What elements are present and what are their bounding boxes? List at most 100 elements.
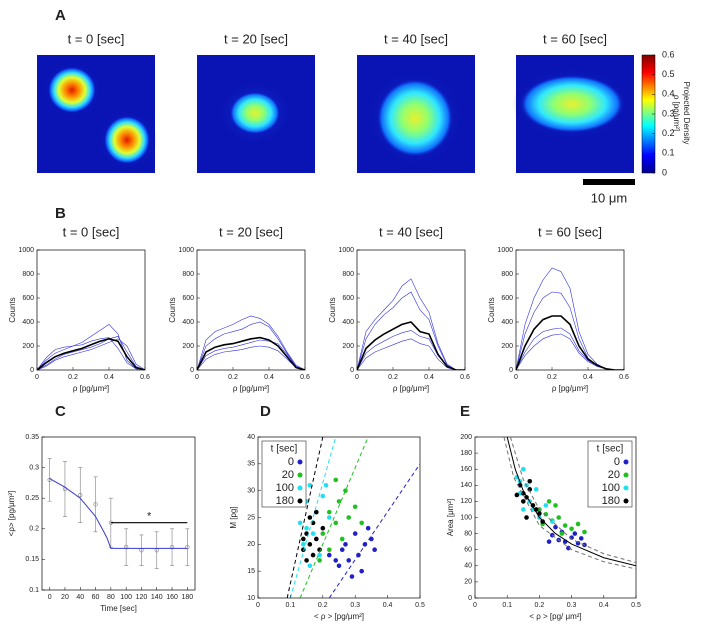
panel-label: E — [460, 403, 470, 420]
y-tick-label: 80 — [464, 530, 472, 537]
x-tick-label: 80 — [107, 594, 115, 601]
axes-frame — [356, 249, 466, 371]
significance-label: * — [147, 511, 152, 523]
data-point — [336, 499, 342, 504]
x-tick-label: 140 — [151, 594, 163, 601]
x-axis-label: ρ [pg/μm²] — [73, 384, 109, 393]
data-point — [559, 531, 565, 536]
series-line — [37, 338, 145, 370]
y-tick-label: 0.25 — [25, 495, 39, 502]
y-tick-label: 600 — [501, 295, 513, 302]
panel-label: C — [55, 403, 66, 420]
legend-swatch — [623, 485, 629, 491]
x-tick-label: 180 — [182, 594, 194, 601]
y-tick-label: 20 — [247, 541, 255, 548]
x-tick-label: 0.6 — [619, 374, 629, 381]
data-point — [339, 547, 345, 552]
colorbar-tick-label: 0.4 — [662, 89, 675, 99]
data-point — [297, 520, 303, 526]
y-tick-label: 0 — [468, 595, 472, 602]
data-point — [562, 523, 568, 528]
legend-swatch — [297, 459, 303, 465]
plot-area — [37, 324, 145, 370]
chart-title: t = 60 [sec] — [538, 224, 602, 239]
y-tick-label: 60 — [464, 547, 472, 554]
y-axis-label: Counts — [328, 297, 337, 322]
y-tick-label: 0.35 — [25, 434, 39, 441]
data-point — [524, 515, 529, 520]
legend-swatch — [623, 459, 629, 465]
y-tick-label: 400 — [501, 319, 513, 326]
legend-swatch — [297, 485, 303, 491]
x-tick-label: 0.4 — [424, 374, 434, 381]
x-tick-label: 0.5 — [415, 602, 425, 609]
data-point — [527, 478, 533, 484]
y-tick-label: 40 — [247, 434, 255, 441]
data-point — [543, 503, 549, 508]
x-tick-label: 0.4 — [264, 374, 274, 381]
plot-area — [503, 437, 636, 570]
density-image — [512, 55, 634, 173]
y-axis-label: Counts — [168, 297, 177, 322]
x-tick-label: 0.4 — [383, 602, 393, 609]
series-line — [37, 324, 145, 370]
data-point — [320, 531, 326, 536]
data-point — [301, 542, 306, 547]
data-point — [333, 520, 339, 526]
data-point — [320, 525, 326, 531]
plot-area — [197, 315, 305, 370]
legend-swatch — [623, 472, 629, 478]
x-tick-label: 20 — [61, 594, 69, 601]
image-title: t = 60 [sec] — [543, 31, 607, 46]
data-point — [365, 525, 371, 531]
data-point — [317, 547, 322, 552]
data-point — [372, 547, 377, 552]
series-line — [197, 345, 305, 370]
y-tick-label: 100 — [460, 514, 472, 521]
data-point — [314, 536, 319, 542]
y-tick-label: 600 — [182, 295, 194, 302]
x-tick-label: 0.1 — [286, 602, 296, 609]
colorbar-tick-label: 0.1 — [662, 148, 675, 158]
axes-frame — [196, 249, 306, 371]
data-point — [169, 545, 175, 550]
x-tick-label: 0.6 — [460, 374, 470, 381]
series-line — [197, 321, 305, 370]
colorbar-tick-label: 0.3 — [662, 108, 675, 118]
y-tick-label: 0.1 — [29, 587, 39, 594]
y-tick-label: 0.2 — [29, 526, 39, 533]
series-line — [37, 336, 145, 370]
data-point — [349, 574, 355, 579]
y-tick-label: 1000 — [497, 247, 513, 254]
y-axis-label: Counts — [8, 297, 17, 322]
data-point — [553, 503, 558, 508]
data-point — [124, 545, 129, 550]
y-tick-label: 800 — [182, 271, 194, 278]
axes-frame — [41, 436, 196, 591]
data-point — [310, 531, 316, 536]
legend-label: 100 — [602, 482, 620, 494]
legend-title: t [sec] — [271, 444, 298, 455]
data-point — [314, 509, 319, 515]
x-tick-label: 0.6 — [300, 374, 310, 381]
y-tick-label: 0.15 — [25, 556, 39, 563]
y-tick-label: 160 — [460, 466, 472, 473]
x-tick-label: 0.2 — [68, 374, 78, 381]
y-tick-label: 400 — [22, 319, 34, 326]
y-tick-label: 200 — [182, 343, 194, 350]
legend-swatch — [623, 498, 629, 504]
data-point — [359, 568, 364, 574]
series-line — [49, 478, 188, 549]
legend-label: 100 — [276, 482, 294, 494]
y-tick-label: 0.3 — [29, 464, 39, 471]
data-point — [521, 499, 526, 504]
error-bar — [154, 531, 159, 569]
data-point — [326, 552, 332, 558]
data-point — [537, 511, 542, 516]
y-tick-label: 140 — [460, 482, 472, 489]
panel-label: A — [55, 7, 66, 24]
density-image — [37, 55, 157, 173]
density-image — [357, 55, 475, 173]
data-point — [326, 509, 332, 515]
panel-label: B — [55, 205, 66, 222]
